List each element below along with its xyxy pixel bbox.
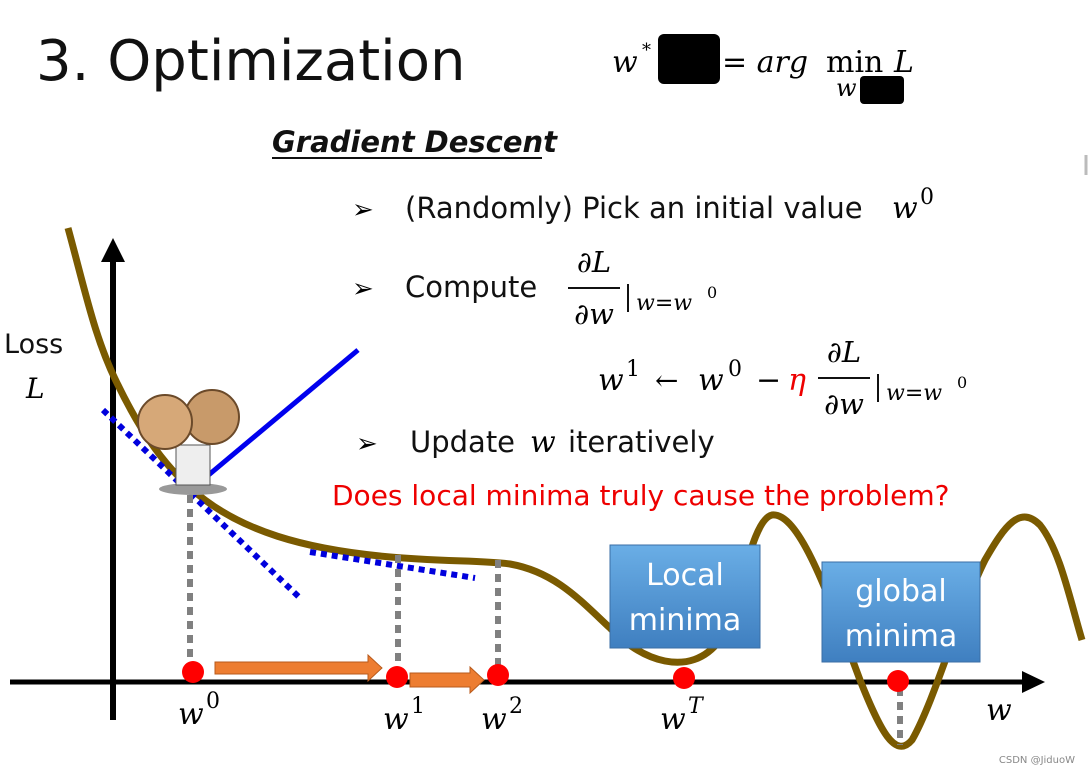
formula-eq: = arg (722, 45, 808, 80)
step-arrow (214, 653, 383, 683)
eval-sup: 0 (957, 373, 967, 392)
step-var: w (892, 191, 918, 226)
rule-arrow: ← (655, 364, 678, 397)
eval: w=w (886, 381, 942, 406)
y-axis-label: Loss (4, 329, 63, 360)
x-point-sup: T (688, 694, 705, 719)
x-point-sup: 1 (411, 694, 425, 719)
tangent-dotted (309, 549, 476, 581)
figure-head (137, 394, 193, 450)
callout-text: global (855, 574, 947, 609)
eval: w=w (636, 291, 692, 316)
point (386, 666, 408, 688)
callout-box (821, 561, 981, 663)
watermark: CSDN @JiduoW (999, 755, 1075, 766)
point (487, 664, 509, 686)
figure-body (175, 444, 211, 486)
tangent-line (203, 348, 360, 480)
redaction (860, 76, 904, 104)
rule-lhs-sup: 1 (626, 357, 640, 382)
y-axis-symbol: L (25, 372, 45, 405)
x-axis-label: w (986, 693, 1012, 728)
x-point-var: w (660, 702, 686, 737)
callout-box (609, 544, 761, 649)
fraction-den: ∂w (574, 297, 614, 331)
question: Does local minima truly cause the proble… (332, 479, 950, 512)
point (887, 670, 909, 692)
y-axis-arrow (101, 238, 125, 262)
step-rest: iteratively (568, 425, 715, 459)
formula-min: min (826, 45, 883, 80)
rule-w: w (698, 363, 724, 398)
heading: Gradient Descent (272, 125, 558, 159)
tangent-dotted (100, 407, 303, 601)
callout-text: minima (845, 619, 958, 654)
x-point-var: w (178, 697, 204, 732)
x-point-sup: 0 (206, 689, 220, 714)
rule-minus: − (756, 363, 781, 398)
point (182, 661, 204, 683)
rule-lhs: w (598, 363, 624, 398)
point (673, 667, 695, 689)
step-text: Update (410, 425, 515, 459)
step-arrow (409, 665, 485, 695)
x-point-sup: 2 (509, 694, 523, 719)
eval-sup: 0 (707, 283, 717, 302)
x-point-var: w (383, 702, 409, 737)
shadow (159, 483, 227, 495)
step-text: (Randomly) Pick an initial value (405, 191, 863, 225)
redaction (658, 34, 720, 84)
step-text: Compute (405, 270, 537, 304)
fraction-num: ∂L (577, 245, 611, 279)
formula-star: * (642, 40, 651, 61)
formula-sub: w (836, 74, 857, 102)
step-sup: 0 (920, 185, 934, 210)
callout-text: minima (629, 603, 742, 638)
formula-lhs: w (612, 45, 638, 80)
step-var: w (530, 425, 556, 460)
bullet-arrow: ➢ (356, 429, 378, 459)
bullet-arrow: ➢ (352, 195, 374, 225)
rule-w-sup: 0 (728, 357, 742, 382)
fraction-num: ∂L (827, 335, 861, 369)
fraction-den: ∂w (824, 387, 864, 421)
rule-eta: η (788, 363, 806, 398)
figure-head (184, 389, 240, 445)
bullet-arrow: ➢ (352, 274, 374, 304)
title: 3. Optimization (36, 29, 465, 94)
x-point-var: w (481, 702, 507, 737)
x-axis-arrow (1022, 671, 1045, 693)
formula-rhs: L (893, 45, 914, 80)
callout-text: Local (646, 558, 724, 593)
